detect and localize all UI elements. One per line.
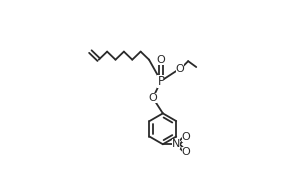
Text: O: O bbox=[157, 55, 165, 66]
Text: N: N bbox=[172, 139, 180, 149]
Text: O: O bbox=[182, 147, 191, 157]
Text: O: O bbox=[148, 93, 157, 103]
Text: O: O bbox=[176, 64, 185, 74]
Text: O: O bbox=[182, 132, 191, 142]
Text: P: P bbox=[157, 74, 164, 87]
